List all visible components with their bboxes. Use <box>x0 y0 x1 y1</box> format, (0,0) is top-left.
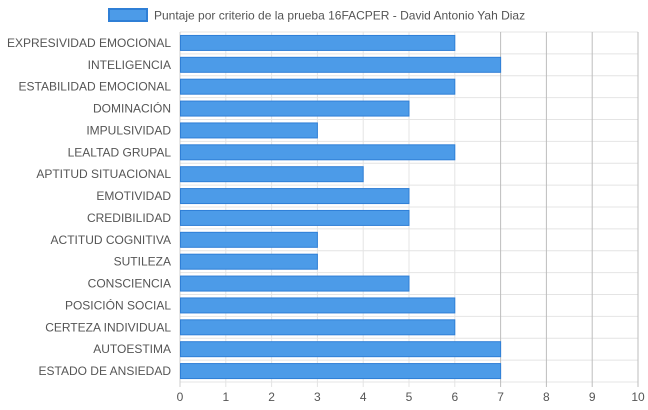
category-label: AUTOESTIMA <box>93 342 171 356</box>
category-label: INTELIGENCIA <box>88 58 171 72</box>
bar <box>180 144 456 161</box>
x-tick-label: 7 <box>497 390 504 404</box>
bars <box>180 34 502 380</box>
category-label: ACTITUD COGNITIVA <box>51 233 171 247</box>
bar <box>180 231 318 248</box>
x-tick-labels: 0 1 2 3 4 5 6 7 8 9 10 <box>177 390 645 404</box>
legend-label: Puntaje por criterio de la prueba 16FACP… <box>154 9 525 23</box>
bar <box>180 319 456 336</box>
category-label: CONSCIENCIA <box>88 277 171 291</box>
category-label: EMOTIVIDAD <box>96 189 171 203</box>
x-tick-label: 3 <box>314 390 321 404</box>
category-label: LEALTAD GRUPAL <box>68 145 172 159</box>
bar <box>180 188 410 205</box>
x-tick-label: 2 <box>268 390 275 404</box>
category-labels: EXPRESIVIDAD EMOCIONAL INTELIGENCIA ESTABI… <box>7 36 171 378</box>
category-label: ESTADO DE ANSIEDAD <box>39 364 172 378</box>
category-label: ESTABILIDAD EMOCIONAL <box>19 80 172 94</box>
bar <box>180 253 318 270</box>
legend: Puntaje por criterio de la prueba 16FACP… <box>108 8 525 23</box>
category-label: POSICIÓN SOCIAL <box>65 297 171 312</box>
category-label: DOMINACIÓN <box>93 101 171 116</box>
category-label: APTITUD SITUACIONAL <box>36 167 171 181</box>
bar <box>180 209 410 226</box>
x-tick-label: 10 <box>631 390 645 404</box>
bar <box>180 100 410 117</box>
bar <box>180 341 502 358</box>
bar <box>180 275 410 292</box>
category-label: IMPULSIVIDAD <box>86 123 171 137</box>
x-tick-label: 9 <box>589 390 596 404</box>
x-tick-label: 1 <box>222 390 229 404</box>
category-label: EXPRESIVIDAD EMOCIONAL <box>7 36 171 50</box>
bar <box>180 56 502 73</box>
bar <box>180 363 502 380</box>
bar <box>180 34 456 51</box>
x-tick-label: 0 <box>177 390 184 404</box>
category-label: CREDIBILIDAD <box>87 211 171 225</box>
x-tick-label: 5 <box>406 390 413 404</box>
legend-swatch <box>108 8 148 22</box>
x-tick-label: 6 <box>451 390 458 404</box>
bar <box>180 297 456 314</box>
x-tick-label: 8 <box>543 390 550 404</box>
x-tick-label: 4 <box>360 390 367 404</box>
category-label: SUTILEZA <box>114 255 171 269</box>
bar <box>180 166 364 183</box>
bar <box>180 122 318 139</box>
category-label: CERTEZA INDIVIDUAL <box>45 320 171 334</box>
bar <box>180 78 456 95</box>
